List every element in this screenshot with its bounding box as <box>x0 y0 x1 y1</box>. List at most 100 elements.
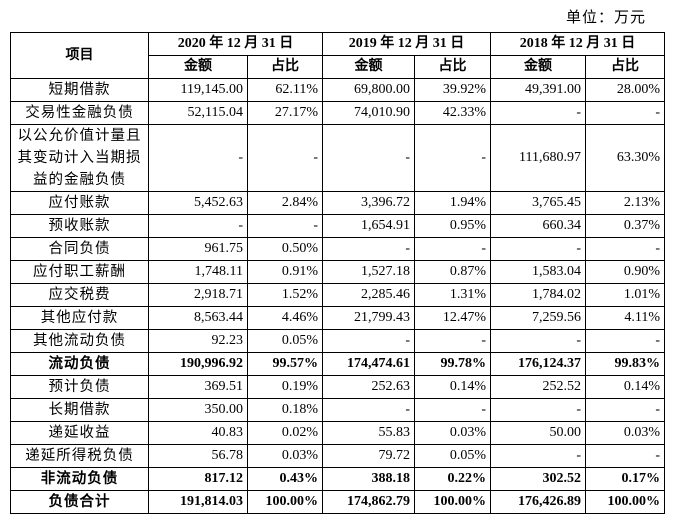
cell-value: 56.78 <box>148 444 248 468</box>
cell-value: 3,396.72 <box>322 191 415 215</box>
data-row: 递延所得税负债 56.78 0.03% 79.72 0.05% - - <box>10 444 665 468</box>
cell-value: 176,124.37 <box>490 352 586 376</box>
cell-value: 119,145.00 <box>148 78 248 102</box>
cell-value: 190,996.92 <box>148 352 248 376</box>
cell-value: - <box>414 329 491 353</box>
cell-value: 99.83% <box>585 352 665 376</box>
period-header: 2020 年 12 月 31 日 <box>148 32 323 56</box>
cell-value: 52,115.04 <box>148 101 248 125</box>
subheader: 金额 <box>490 55 586 79</box>
row-label: 流动负债 <box>10 352 149 376</box>
data-row: 负债合计 191,814.03 100.00% 174,862.79 100.00% 17… <box>10 490 665 514</box>
cell-value: - <box>414 237 491 261</box>
cell-value: 50.00 <box>490 421 586 445</box>
cell-value: 0.91% <box>247 260 323 284</box>
cell-value: 0.03% <box>585 421 665 445</box>
cell-value: 99.78% <box>414 352 491 376</box>
cell-value: 79.72 <box>322 444 415 468</box>
cell-value: 1,784.02 <box>490 283 586 307</box>
row-label: 预收账款 <box>10 214 149 238</box>
data-row: 应付职工薪酬 1,748.11 0.91% 1,527.18 0.87% 1,583.04… <box>10 260 665 284</box>
cell-value: 0.43% <box>247 467 323 491</box>
row-label: 应付账款 <box>10 191 149 215</box>
cell-value: 174,474.61 <box>322 352 415 376</box>
cell-value: - <box>585 329 665 353</box>
cell-value: 2,918.71 <box>148 283 248 307</box>
data-row: 其他应付款 8,563.44 4.46% 21,799.43 12.47% 7,259.5… <box>10 306 665 330</box>
cell-value: 660.34 <box>490 214 586 238</box>
liability-table: 项目 2020 年 12 月 31 日 2019 年 12 月 31 日 2018 年… <box>10 32 665 514</box>
cell-value: 3,765.45 <box>490 191 586 215</box>
cell-value: 1.94% <box>414 191 491 215</box>
row-label: 递延所得税负债 <box>10 444 149 468</box>
row-label: 递延收益 <box>10 421 149 445</box>
cell-value: 5,452.63 <box>148 191 248 215</box>
cell-value: 92.23 <box>148 329 248 353</box>
cell-value: 4.11% <box>585 306 665 330</box>
subheader: 占比 <box>414 55 491 79</box>
cell-value: 1,654.91 <box>322 214 415 238</box>
cell-value: 0.37% <box>585 214 665 238</box>
cell-value: 62.11% <box>247 78 323 102</box>
cell-value: - <box>247 124 323 192</box>
data-row: 长期借款 350.00 0.18% - - - - <box>10 398 665 422</box>
data-row: 应交税费 2,918.71 1.52% 2,285.46 1.31% 1,784.02 1.… <box>10 283 665 307</box>
cell-value: 99.57% <box>247 352 323 376</box>
cell-value: 817.12 <box>148 467 248 491</box>
cell-value: - <box>585 398 665 422</box>
unit-note: 单位：万元 <box>565 10 646 26</box>
cell-value: 1,583.04 <box>490 260 586 284</box>
cell-value: - <box>490 444 586 468</box>
row-label: 长期借款 <box>10 398 149 422</box>
cell-value: - <box>322 237 415 261</box>
subheader-row: 金额 占比 金额 占比 金额 占比 <box>11 55 665 79</box>
cell-value: - <box>322 329 415 353</box>
cell-value: 0.95% <box>414 214 491 238</box>
cell-value: 0.19% <box>247 375 323 399</box>
cell-value: 0.50% <box>247 237 323 261</box>
cell-value: 388.18 <box>322 467 415 491</box>
row-label: 以公允价值计量且其变动计入当期损益的金融负债 <box>10 124 149 192</box>
subheader: 占比 <box>585 55 665 79</box>
cell-value: 961.75 <box>148 237 248 261</box>
period-header: 2019 年 12 月 31 日 <box>322 32 491 56</box>
data-row: 预计负债 369.51 0.19% 252.63 0.14% 252.52 0.14% <box>10 375 665 399</box>
cell-value: 252.52 <box>490 375 586 399</box>
cell-value: 42.33% <box>414 101 491 125</box>
cell-value: 0.87% <box>414 260 491 284</box>
cell-value: 63.30% <box>585 124 665 192</box>
cell-value: 1.01% <box>585 283 665 307</box>
cell-value: 39.92% <box>414 78 491 102</box>
cell-value: 0.18% <box>247 398 323 422</box>
cell-value: 302.52 <box>490 467 586 491</box>
row-label: 非流动负债 <box>10 467 149 491</box>
subheader: 金额 <box>322 55 415 79</box>
cell-value: 55.83 <box>322 421 415 445</box>
data-row: 交易性金融负债 52,115.04 27.17% 74,010.90 42.33% - - <box>10 101 665 125</box>
data-row: 预收账款 - -1,654.91 0.95% 660.34 0.37% <box>10 214 665 238</box>
cell-value: 0.02% <box>247 421 323 445</box>
cell-value: - <box>414 398 491 422</box>
data-row: 递延收益 40.83 0.02% 55.83 0.03% 50.00 0.03% <box>10 421 665 445</box>
row-label: 应付职工薪酬 <box>10 260 149 284</box>
data-row: 以公允价值计量且其变动计入当期损益的金融负债 - - - -111,680.97 63.3… <box>10 124 665 192</box>
cell-value: 369.51 <box>148 375 248 399</box>
period-header: 2018 年 12 月 31 日 <box>490 32 665 56</box>
cell-value: 1.52% <box>247 283 323 307</box>
cell-value: - <box>490 237 586 261</box>
cell-value: 40.83 <box>148 421 248 445</box>
cell-value: - <box>322 124 415 192</box>
cell-value: 0.22% <box>414 467 491 491</box>
cell-value: - <box>148 124 248 192</box>
row-label: 其他流动负债 <box>10 329 149 353</box>
cell-value: 1,748.11 <box>148 260 248 284</box>
cell-value: 0.05% <box>247 329 323 353</box>
cell-value: - <box>490 329 586 353</box>
cell-value: - <box>585 444 665 468</box>
cell-value: 0.14% <box>585 375 665 399</box>
cell-value: 2.84% <box>247 191 323 215</box>
header-row: 项目 2020 年 12 月 31 日 2019 年 12 月 31 日 2018 年… <box>10 32 665 79</box>
cell-value: 174,862.79 <box>322 490 415 514</box>
cell-value: 111,680.97 <box>490 124 586 192</box>
